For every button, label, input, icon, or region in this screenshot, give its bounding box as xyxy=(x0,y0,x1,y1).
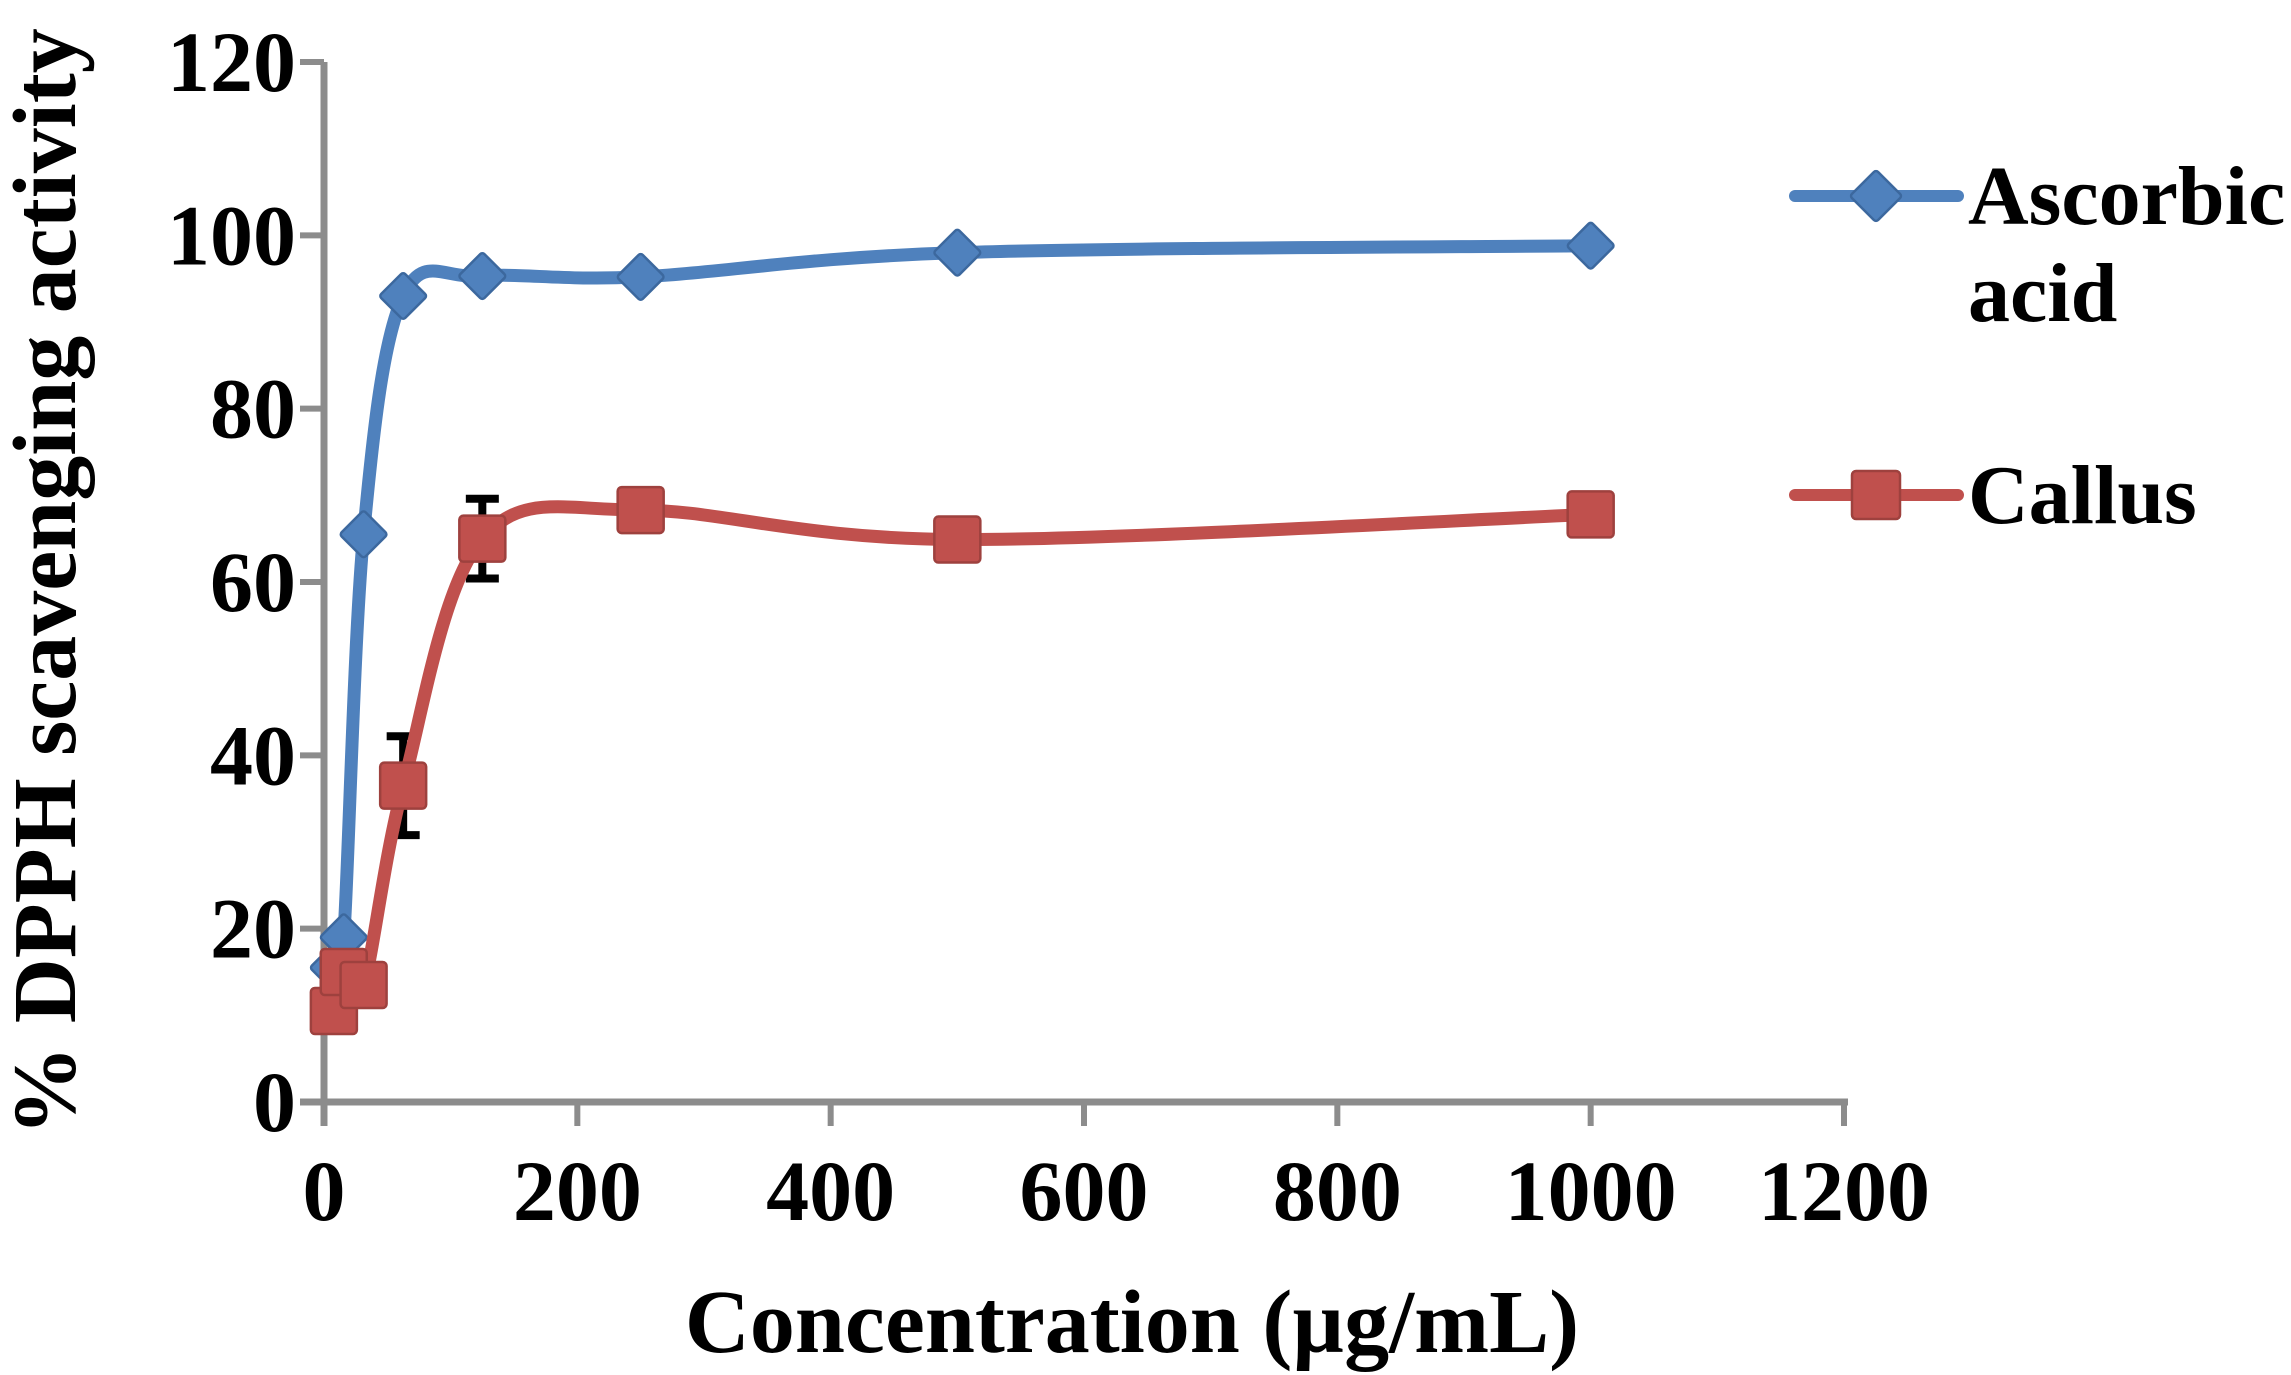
y-tick-label: 0 xyxy=(253,1054,296,1150)
y-axis-title: % DPPH scavenging activity xyxy=(0,28,95,1135)
data-point-diamond xyxy=(933,228,982,277)
y-tick-label: 100 xyxy=(167,187,296,283)
y-tick-label: 60 xyxy=(210,534,296,630)
data-point-square xyxy=(1566,490,1615,539)
x-axis-title: Concentration (µg/mL) xyxy=(685,1273,1579,1372)
x-tick-label: 200 xyxy=(513,1143,642,1239)
legend-label: Ascorbic xyxy=(1968,150,2285,243)
legend-marker-diamond xyxy=(1849,169,1903,223)
data-point-square xyxy=(378,761,428,810)
x-tick-label: 400 xyxy=(766,1143,895,1239)
data-point-diamond xyxy=(458,252,507,301)
legend-label: Callus xyxy=(1968,449,2197,542)
y-tick-label: 20 xyxy=(210,881,296,977)
data-point-square xyxy=(339,960,388,1010)
data-point-square xyxy=(458,514,507,563)
data-point-diamond xyxy=(616,252,665,301)
data-point-diamond xyxy=(1566,221,1615,270)
y-tick-label: 80 xyxy=(210,361,296,457)
x-tick-label: 0 xyxy=(303,1143,346,1239)
data-point-square xyxy=(933,515,982,564)
legend-marker-square xyxy=(1850,469,1902,521)
y-tick-label: 40 xyxy=(210,707,296,803)
x-tick-label: 600 xyxy=(1020,1143,1149,1239)
x-tick-label: 800 xyxy=(1273,1143,1402,1239)
data-point-diamond xyxy=(379,271,428,321)
legend-label: acid xyxy=(1968,247,2117,340)
data-point-diamond xyxy=(339,510,388,559)
series-group xyxy=(309,221,1615,1036)
series-line-square xyxy=(327,500,1598,1018)
x-tick-label: 1200 xyxy=(1758,1143,1930,1239)
x-tick-label: 1000 xyxy=(1505,1143,1677,1239)
data-point-square xyxy=(616,485,665,535)
y-tick-label: 120 xyxy=(167,14,296,110)
series-line-diamond xyxy=(327,239,1598,985)
